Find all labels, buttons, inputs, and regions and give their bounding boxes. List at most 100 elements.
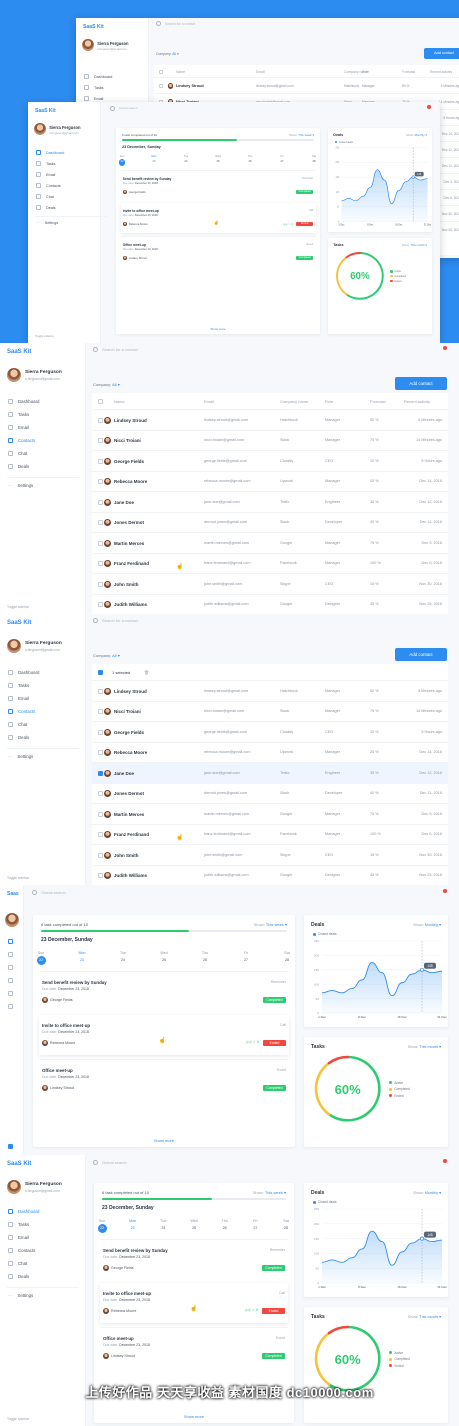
sidebar-icon-chat[interactable] [8, 991, 13, 996]
company-filter[interactable]: Company: All ▾ [156, 52, 179, 56]
sidebar-item-contacts[interactable]: Contacts [8, 438, 35, 443]
contact-name[interactable]: George Fields [114, 729, 145, 735]
row-checkbox[interactable] [98, 499, 103, 505]
day-number[interactable]: 24 [161, 1226, 166, 1230]
task-item[interactable]: Send benefit review by Sunday Reminder Due… [100, 1239, 288, 1279]
show-more-link[interactable]: Show more [183, 1414, 205, 1419]
contact-email[interactable]: martin.merces@gmail.com [204, 811, 250, 816]
row-checkbox[interactable] [98, 688, 103, 694]
table-row[interactable]: Judith Williams judith.williams@gmail.com… [92, 864, 448, 886]
show-filter[interactable]: Show: This week ▾ [289, 133, 314, 137]
contact-name[interactable]: Nicci Troiani [114, 438, 141, 444]
row-checkbox[interactable] [159, 83, 164, 89]
table-row[interactable]: John Smith john.smith@gmail.com Skype CEO 15… [92, 844, 448, 865]
add-contact-button[interactable]: Add contact [395, 648, 447, 661]
contact-name[interactable]: John Smith [114, 581, 139, 587]
tasks-show-filter[interactable]: Show: This month ▾ [408, 1044, 441, 1049]
table-row[interactable]: Jane Doe jane.doe@gmail.com Trello Engineer… [92, 491, 448, 512]
sidebar-icon-dashboard[interactable] [8, 939, 13, 944]
column-header[interactable]: Company name [344, 70, 368, 75]
sidebar-item-contacts[interactable]: Contacts [8, 709, 35, 714]
sidebar-item-contacts[interactable]: Contacts [8, 1248, 35, 1253]
sidebar-item-tasks[interactable]: Tasks [84, 85, 104, 91]
contact-email[interactable]: rebecca.moore@gmail.com [204, 479, 251, 484]
row-checkbox[interactable] [98, 811, 103, 817]
contact-name[interactable]: Lindsey Stroud [176, 83, 204, 88]
table-row[interactable]: Jones Dermot dermot.jones@gmail.com Slack D… [92, 782, 448, 804]
search-input[interactable]: Search for a contact [93, 347, 138, 352]
task-action-icons[interactable]: ◎◎ ✓ 0 [245, 1040, 259, 1044]
row-checkbox[interactable] [98, 438, 103, 444]
table-row[interactable]: John Smith john.smith@gmail.com Skype CEO 15… [92, 573, 448, 594]
contact-name[interactable]: Rebecca Moore [114, 479, 148, 485]
day-number[interactable]: 26 [222, 1226, 227, 1230]
day-number[interactable]: 24 [184, 159, 188, 163]
contact-email[interactable]: judith.williams@gmail.com [204, 873, 249, 878]
day-number[interactable]: 27 [244, 958, 248, 962]
sidebar-item-deals[interactable]: Deals [8, 1274, 29, 1279]
row-checkbox[interactable] [98, 581, 103, 587]
contact-email[interactable]: george.fields@gmail.com [204, 729, 247, 734]
contact-name[interactable]: Lindsey Stroud [114, 688, 147, 694]
day-number[interactable]: 23 [80, 958, 84, 962]
show-more-link[interactable]: Show more [210, 327, 226, 331]
select-all-checkbox[interactable] [98, 399, 103, 404]
task-title[interactable]: Invite to office meet-up [103, 1291, 152, 1296]
toggle-sidebar[interactable]: Toggle sidebar [7, 1417, 30, 1421]
sidebar-item-email[interactable]: Email [8, 1235, 29, 1240]
notification-icon[interactable] [443, 346, 447, 350]
column-header[interactable]: Recent activity [404, 399, 431, 404]
contact-email[interactable]: martin.merces@gmail.com [204, 540, 250, 545]
sidebar-item-settings[interactable]: ··· Settings [8, 1293, 33, 1298]
add-contact-button[interactable]: Add contact [395, 377, 447, 390]
task-title[interactable]: Send benefit review by Sunday [122, 177, 172, 181]
row-checkbox[interactable] [98, 561, 103, 567]
day-number[interactable]: 22 [97, 1224, 107, 1233]
task-item[interactable]: Send benefit review by Sunday Reminder Due… [39, 971, 289, 1011]
table-row[interactable]: Lindsey Stroud lindsey.stroud@gmail.com Ha… [154, 77, 459, 93]
contact-email[interactable]: franz.ferdinand@gmail.com [204, 561, 251, 566]
toggle-sidebar[interactable]: Toggle sidebar [7, 876, 30, 880]
select-all-checkbox[interactable] [98, 670, 103, 675]
column-header[interactable]: Role [325, 399, 334, 404]
row-checkbox[interactable] [98, 832, 103, 838]
day-number[interactable]: 26 [203, 958, 207, 962]
sidebar-item-settings[interactable]: ··· Settings [36, 221, 58, 225]
contact-email[interactable]: lindsey.stroud@gmail.com [204, 688, 249, 693]
task-item[interactable]: Invite to office meet-up Call Due date: De… [39, 1015, 289, 1055]
sidebar-item-dashboard[interactable]: Dashboard [84, 74, 112, 79]
row-checkbox[interactable] [98, 791, 103, 797]
contact-name[interactable]: Nicci Troiani [176, 100, 199, 104]
sidebar-item-chat[interactable]: Chat [8, 451, 27, 456]
contact-name[interactable]: John Smith [114, 852, 139, 858]
global-search-input[interactable]: Global search [32, 890, 66, 895]
table-row[interactable]: Franz Ferdinand franz.ferdinand@gmail.com… [92, 552, 448, 574]
sidebar-icon-tasks[interactable] [8, 952, 13, 957]
contact-email[interactable]: dermot.jones@gmail.com [204, 520, 248, 525]
row-checkbox[interactable] [98, 852, 103, 858]
contact-email[interactable]: franz.ferdinand@gmail.com [204, 832, 251, 837]
avatar[interactable] [7, 639, 21, 653]
table-row[interactable]: George Fields george.fields@gmail.com Cloc… [92, 450, 448, 471]
row-checkbox[interactable] [98, 602, 103, 608]
sidebar-item-email[interactable]: Email [8, 696, 29, 701]
sidebar-item-dashboard[interactable]: Dashboard [8, 1209, 39, 1214]
sidebar-item-dashboard[interactable]: Dashboard [8, 399, 39, 404]
contact-name[interactable]: Nicci Troiani [114, 709, 141, 715]
contact-email[interactable]: john.smith@gmail.com [204, 852, 243, 857]
task-title[interactable]: Send benefit review by Sunday [42, 980, 107, 985]
day-number[interactable]: 22 [36, 956, 46, 965]
sidebar-item-chat[interactable]: Chat [8, 1261, 27, 1266]
notification-icon[interactable] [443, 1159, 447, 1163]
sidebar-item-dashboard[interactable]: Dashboard [8, 670, 39, 675]
contact-name[interactable]: Martin Merces [114, 811, 145, 817]
sidebar-item-dashboard[interactable]: Dashboard [36, 150, 64, 155]
contact-name[interactable]: Jane Doe [114, 499, 135, 505]
table-row[interactable]: Jones Dermot dermot.jones@gmail.com Slack D… [92, 511, 448, 533]
sidebar-item-settings[interactable]: ··· Settings [8, 483, 33, 488]
day-number[interactable]: 25 [192, 1226, 196, 1230]
sidebar-icon-email[interactable] [8, 965, 13, 970]
toggle-sidebar[interactable]: Toggle sidebar [7, 605, 30, 609]
day-number[interactable]: 28 [312, 159, 316, 163]
search-input[interactable]: Search for a contact [93, 618, 138, 623]
